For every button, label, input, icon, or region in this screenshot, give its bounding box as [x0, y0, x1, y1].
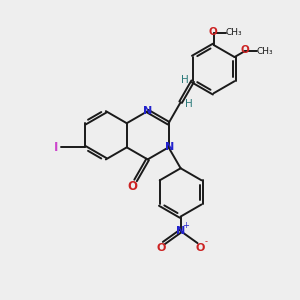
- Text: O: O: [156, 242, 166, 253]
- Text: CH₃: CH₃: [226, 28, 242, 38]
- Text: -: -: [205, 237, 208, 246]
- Text: I: I: [54, 141, 58, 154]
- Text: H: H: [181, 75, 188, 85]
- Text: N: N: [176, 226, 185, 236]
- Text: O: O: [196, 242, 205, 253]
- Text: +: +: [182, 221, 189, 230]
- Text: CH₃: CH₃: [257, 46, 274, 56]
- Text: N: N: [164, 142, 174, 152]
- Text: H: H: [185, 99, 193, 109]
- Text: N: N: [143, 106, 152, 116]
- Text: O: O: [128, 180, 138, 193]
- Text: O: O: [240, 45, 249, 56]
- Text: O: O: [209, 27, 218, 37]
